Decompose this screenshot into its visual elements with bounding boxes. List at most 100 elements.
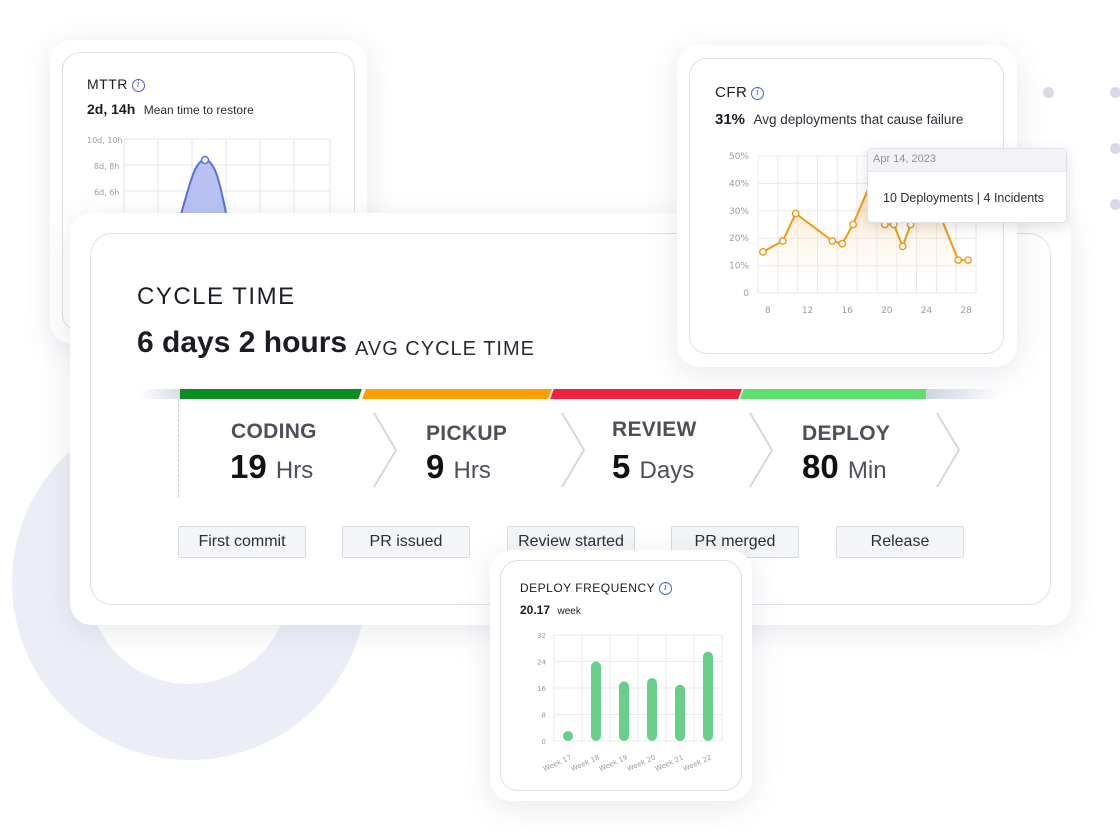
decorative-dot [1110, 143, 1120, 154]
event-tag-first-commit: First commit [178, 526, 306, 558]
decorative-dot [1110, 199, 1120, 210]
mttr-ytick: 10d, 10h [87, 136, 123, 145]
cfr-data-point [759, 248, 767, 256]
cfr-data-point [791, 209, 800, 218]
decorative-dot [1110, 87, 1120, 98]
cycle-time-value: 6 days 2 hours [137, 326, 348, 359]
timeline-fade-right [926, 389, 1000, 399]
df-bar [675, 684, 685, 741]
cfr-tooltip: Apr 14, 2023 10 Deployments | 4 Incident… [867, 148, 1067, 223]
chevron-right-icon [749, 412, 774, 488]
mttr-summary: 2d, 14h Mean time to restore [87, 101, 254, 119]
coding-stage-value: 19 Hrs [230, 448, 313, 486]
mttr-ytick: 6d, 6h [94, 188, 119, 197]
pickup-value-number: 9 [426, 448, 445, 485]
cfr-y-tick-label: 10% [729, 262, 749, 272]
cfr-subtitle: Avg deployments that cause failure [753, 112, 964, 127]
mttr-ytick: 8d, 8h [94, 162, 119, 171]
decorative-dot [1043, 87, 1054, 98]
df-y-tick-label: 24 [537, 659, 546, 667]
cfr-y-tick-label: 0 [743, 289, 749, 299]
coding-stage-bar [180, 389, 362, 399]
cfr-data-point [898, 242, 907, 251]
tooltip-text: 10 Deployments | 4 Incidents [883, 191, 1044, 205]
df-x-tick-label: Week 20 [626, 754, 657, 774]
cfr-data-point [849, 220, 858, 229]
chevron-right-icon [373, 412, 398, 488]
cfr-title-text: CFR [715, 84, 748, 101]
tooltip-date: Apr 14, 2023 [873, 153, 936, 165]
df-x-tick-label: Week 22 [682, 754, 713, 774]
pickup-stage-value: 9 Hrs [426, 448, 491, 486]
chevron-right-icon [561, 412, 586, 488]
cfr-data-point [838, 239, 847, 248]
deploy-frequency-title: DEPLOY FREQUENCY i [520, 581, 673, 596]
coding-value-number: 19 [230, 448, 267, 485]
cfr-title: CFR i [715, 84, 765, 101]
df-x-tick-label: Week 19 [598, 754, 629, 774]
mttr-title: MTTR i [87, 76, 145, 92]
mttr-title-text: MTTR [87, 76, 128, 92]
df-bar [703, 651, 713, 741]
info-icon[interactable]: i [659, 582, 673, 596]
pickup-stage-bar [362, 389, 552, 399]
deploy-value-number: 80 [802, 448, 839, 485]
cfr-y-tick-label: 30% [729, 207, 749, 217]
cfr-x-tick-label: 8 [765, 306, 771, 316]
df-y-tick-label: 16 [537, 685, 546, 693]
review-value-number: 5 [612, 448, 631, 485]
cfr-y-tick-label: 50% [729, 152, 749, 162]
deploy-frequency-value: 20.17 [520, 603, 551, 617]
review-stage-bar [550, 389, 742, 399]
df-bar [619, 681, 629, 741]
cfr-x-tick-label: 28 [960, 306, 972, 316]
cfr-summary: 31% Avg deployments that cause failure [715, 111, 963, 129]
coding-value-unit: Hrs [275, 457, 314, 484]
cfr-x-tick-label: 24 [921, 306, 933, 316]
cfr-data-point [828, 237, 837, 245]
review-stage-name: REVIEW [612, 418, 697, 441]
deploy-stage-bar [740, 389, 930, 399]
review-value-unit: Days [639, 457, 695, 484]
df-bar [591, 661, 601, 741]
df-x-tick-label: Week 18 [570, 754, 601, 774]
info-icon[interactable]: i [751, 86, 765, 100]
timeline-start-marker [178, 399, 179, 497]
mttr-area [180, 160, 227, 218]
df-bar [563, 731, 573, 741]
deploy-frequency-summary: 20.17 week [520, 601, 581, 619]
df-x-tick-label: Week 21 [654, 754, 685, 774]
cfr-x-tick-label: 16 [841, 306, 853, 316]
cycle-time-title: CYCLE TIME [137, 283, 296, 310]
df-y-tick-label: 32 [537, 632, 546, 640]
deploy-stage-value: 80 Min [802, 448, 887, 486]
mttr-value: 2d, 14h [87, 101, 136, 117]
info-icon[interactable]: i [131, 78, 145, 92]
deploy-stage-name: DEPLOY [802, 422, 891, 445]
review-stage-value: 5 Days [612, 448, 694, 486]
deploy-frequency-title-text: DEPLOY FREQUENCY [520, 581, 656, 595]
df-x-tick-label: Week 17 [542, 754, 573, 774]
event-tag-release: Release [836, 526, 964, 558]
coding-stage-name: CODING [231, 420, 317, 443]
cfr-y-tick-label: 40% [729, 179, 749, 189]
mttr-grid [123, 138, 331, 218]
cfr-x-tick-label: 20 [881, 306, 893, 316]
deploy-frequency-card-inner [500, 560, 742, 791]
cycle-time-value-label: AVG CYCLE TIME [355, 338, 535, 360]
cfr-x-tick-label: 12 [802, 306, 813, 316]
cfr-data-point [954, 256, 963, 265]
df-y-tick-label: 8 [542, 712, 546, 720]
cfr-value: 31% [715, 111, 746, 128]
chevron-right-icon [936, 412, 961, 488]
df-bar [647, 678, 657, 741]
mttr-point [200, 155, 210, 165]
deploy-frequency-unit: week [557, 606, 581, 617]
mttr-chart: 10d, 10h 8d, 8h 6d, 6h [87, 136, 331, 218]
timeline-fade-left [140, 389, 180, 399]
df-y-tick-label: 0 [542, 738, 546, 746]
cfr-data-point [778, 237, 787, 245]
pickup-value-unit: Hrs [453, 457, 491, 484]
cfr-y-tick-label: 20% [729, 234, 749, 244]
